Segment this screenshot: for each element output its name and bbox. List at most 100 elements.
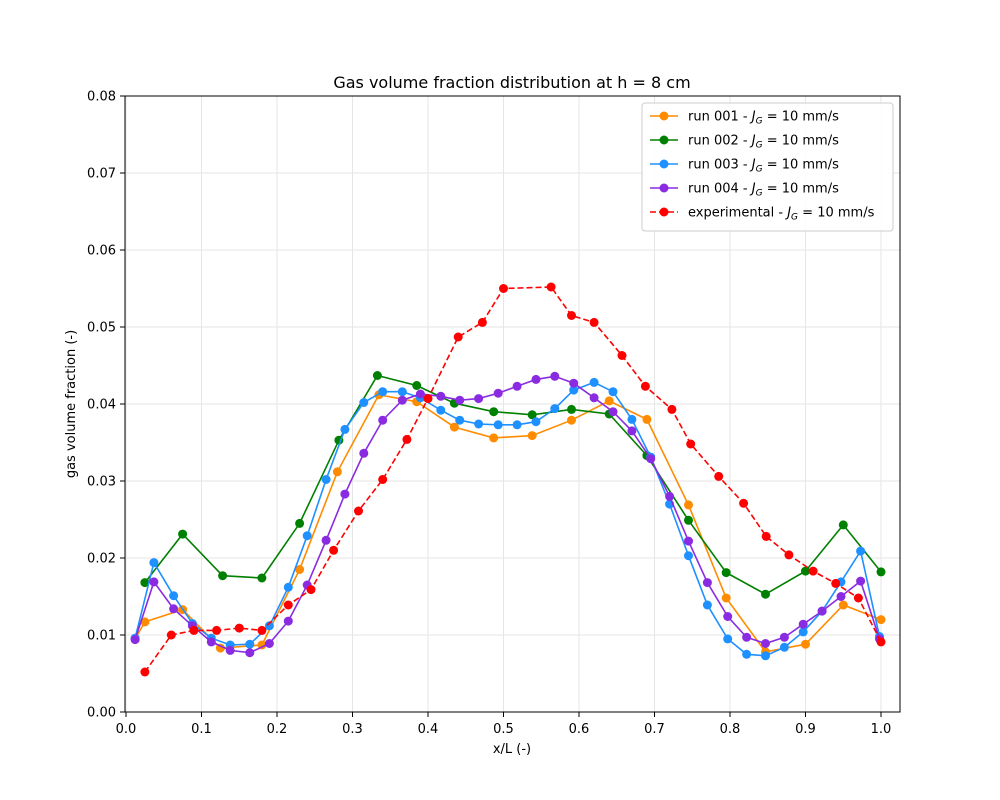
data-point: [686, 439, 696, 449]
x-tick-label: 0.1: [191, 722, 212, 737]
data-point: [378, 475, 388, 484]
data-point: [779, 632, 789, 642]
data-point: [295, 518, 305, 528]
x-tick-label: 0.5: [493, 722, 514, 737]
data-point: [546, 282, 556, 292]
x-tick-label: 0.3: [342, 722, 363, 737]
data-point: [295, 565, 305, 574]
data-point: [569, 378, 579, 388]
legend: run 001 - JG = 10 mm/s run 002 - JG = 10 …: [641, 102, 894, 232]
data-point: [831, 578, 841, 588]
data-point: [627, 426, 637, 436]
data-point: [589, 317, 599, 327]
y-tick-label: 0.05: [87, 321, 116, 336]
data-point: [354, 506, 363, 516]
series-line: [144, 374, 882, 596]
data-point: [283, 582, 293, 592]
data-point: [721, 568, 731, 578]
data-point: [264, 639, 274, 648]
series-line: [134, 381, 881, 657]
data-point: [589, 377, 599, 387]
y-tick-label: 0.02: [87, 552, 116, 567]
data-point: [306, 585, 316, 595]
data-point: [302, 531, 312, 541]
data-point: [245, 648, 255, 658]
data-point: [714, 471, 724, 481]
data-point: [474, 419, 484, 429]
data-point: [784, 550, 794, 560]
data-point: [798, 619, 808, 629]
data-point: [283, 616, 293, 626]
data-point: [257, 573, 267, 583]
x-tick-label: 1.0: [871, 722, 892, 737]
data-point: [608, 387, 618, 397]
data-point: [642, 414, 652, 424]
data-point: [627, 414, 637, 424]
data-point: [149, 558, 159, 568]
data-point: [723, 612, 733, 621]
data-point: [499, 284, 508, 293]
data-point: [617, 351, 627, 360]
data-point: [218, 571, 228, 581]
data-point: [378, 415, 388, 425]
data-point: [372, 371, 382, 380]
data-point: [455, 395, 465, 405]
data-point: [531, 417, 541, 427]
data-point: [798, 627, 808, 637]
x-tick-label: 0.0: [116, 722, 137, 737]
data-point: [640, 381, 650, 391]
legend-entry-label: run 001 - JG = 10 mm/s: [688, 110, 839, 127]
data-point: [234, 623, 244, 633]
data-point: [321, 535, 331, 545]
y-tick-label: 0.01: [87, 629, 116, 644]
data-point: [397, 395, 407, 405]
data-point: [684, 515, 693, 525]
data-point: [359, 398, 369, 407]
x-tick-label: 0.7: [644, 722, 665, 737]
legend-box: [641, 102, 894, 232]
data-point: [423, 394, 433, 404]
data-point: [130, 635, 140, 645]
data-point: [646, 454, 656, 464]
data-point: [340, 489, 350, 499]
data-point: [189, 625, 199, 635]
data-point: [742, 649, 752, 659]
data-point: [140, 617, 150, 627]
data-point: [264, 621, 274, 631]
legend-entry-label: run 003 - JG = 10 mm/s: [688, 158, 839, 175]
legend-marker: [659, 207, 669, 217]
series-5: [140, 282, 886, 677]
y-tick-label: 0.08: [87, 90, 116, 105]
data-point: [169, 604, 179, 614]
data-point: [876, 637, 886, 647]
series-line: [134, 375, 881, 654]
data-point: [723, 634, 733, 644]
series-2: [140, 371, 886, 599]
y-axis-label: gas volume fraction (-): [64, 330, 79, 478]
data-point: [436, 391, 446, 401]
data-point: [876, 567, 886, 577]
x-tick-label: 0.9: [795, 722, 816, 737]
data-point: [178, 529, 188, 539]
data-point: [721, 593, 731, 603]
data-point: [702, 578, 712, 588]
data-point: [166, 630, 176, 640]
data-point: [169, 591, 179, 601]
data-point: [739, 498, 749, 508]
data-point: [761, 651, 770, 661]
data-point: [493, 388, 503, 398]
legend-entry-label: run 004 - JG = 10 mm/s: [688, 182, 839, 199]
data-point: [836, 592, 846, 601]
data-point: [412, 381, 422, 390]
data-point: [608, 407, 618, 417]
data-point: [489, 407, 499, 417]
data-point: [761, 589, 770, 599]
data-point: [149, 577, 159, 587]
data-point: [531, 374, 541, 384]
data-point: [321, 475, 331, 484]
axis-ticks: 0.0 0.1 0.2 0.3 0.4 0.5 0.6 0.7 0.8 0.9 1.0 0.00 0.0…: [87, 90, 891, 738]
data-point: [512, 381, 522, 391]
data-point: [569, 385, 579, 395]
data-point: [359, 448, 369, 458]
y-tick-label: 0.03: [87, 475, 116, 490]
